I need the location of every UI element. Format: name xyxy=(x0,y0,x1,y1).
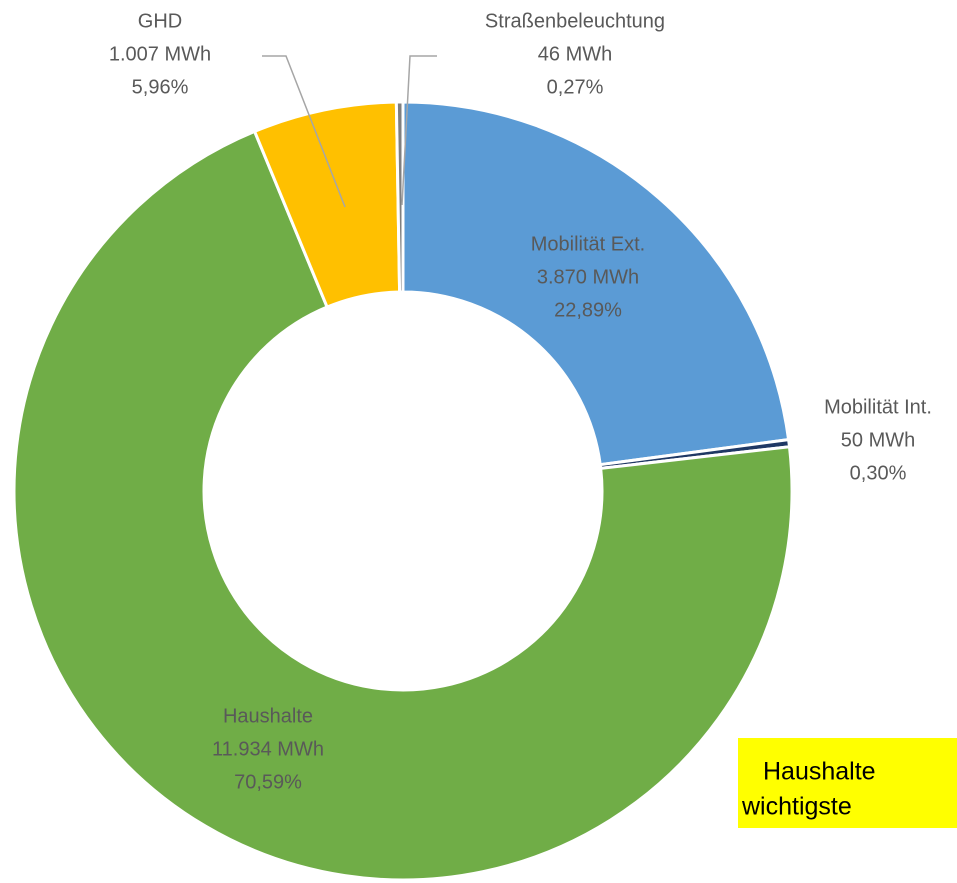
donut-slice xyxy=(394,100,405,294)
slice-label-value: 46 MWh xyxy=(538,43,612,65)
slice-label-value: 50 MWh xyxy=(841,429,915,451)
slice-label-name: Mobilität Int. xyxy=(824,396,932,418)
leader-line xyxy=(262,55,346,208)
annotation-box xyxy=(738,738,957,828)
donut-slice xyxy=(401,100,791,467)
annotation-line: Haushalte xyxy=(763,758,876,786)
slice-label-name: Haushalte xyxy=(223,705,313,727)
slice-label-percent: 22,89% xyxy=(554,299,622,321)
slice-label-percent: 0,30% xyxy=(850,462,907,484)
slice-label-name: GHD xyxy=(138,10,182,32)
slice-label-value: 11.934 MWh xyxy=(212,738,324,760)
slice-label-percent: 70,59% xyxy=(234,771,302,793)
annotation-line: wichtigste xyxy=(741,793,852,821)
slice-label-name: Mobilität Ext. xyxy=(531,233,645,255)
slice-label-percent: 5,96% xyxy=(132,76,189,98)
leader-line xyxy=(401,55,437,206)
slice-label-value: 1.007 MWh xyxy=(109,43,211,65)
slice-label-percent: 0,27% xyxy=(547,76,604,98)
slice-label-name: Straßenbeleuchtung xyxy=(485,10,665,32)
donut-slice xyxy=(12,129,794,882)
slice-label-value: 3.870 MWh xyxy=(537,266,639,288)
